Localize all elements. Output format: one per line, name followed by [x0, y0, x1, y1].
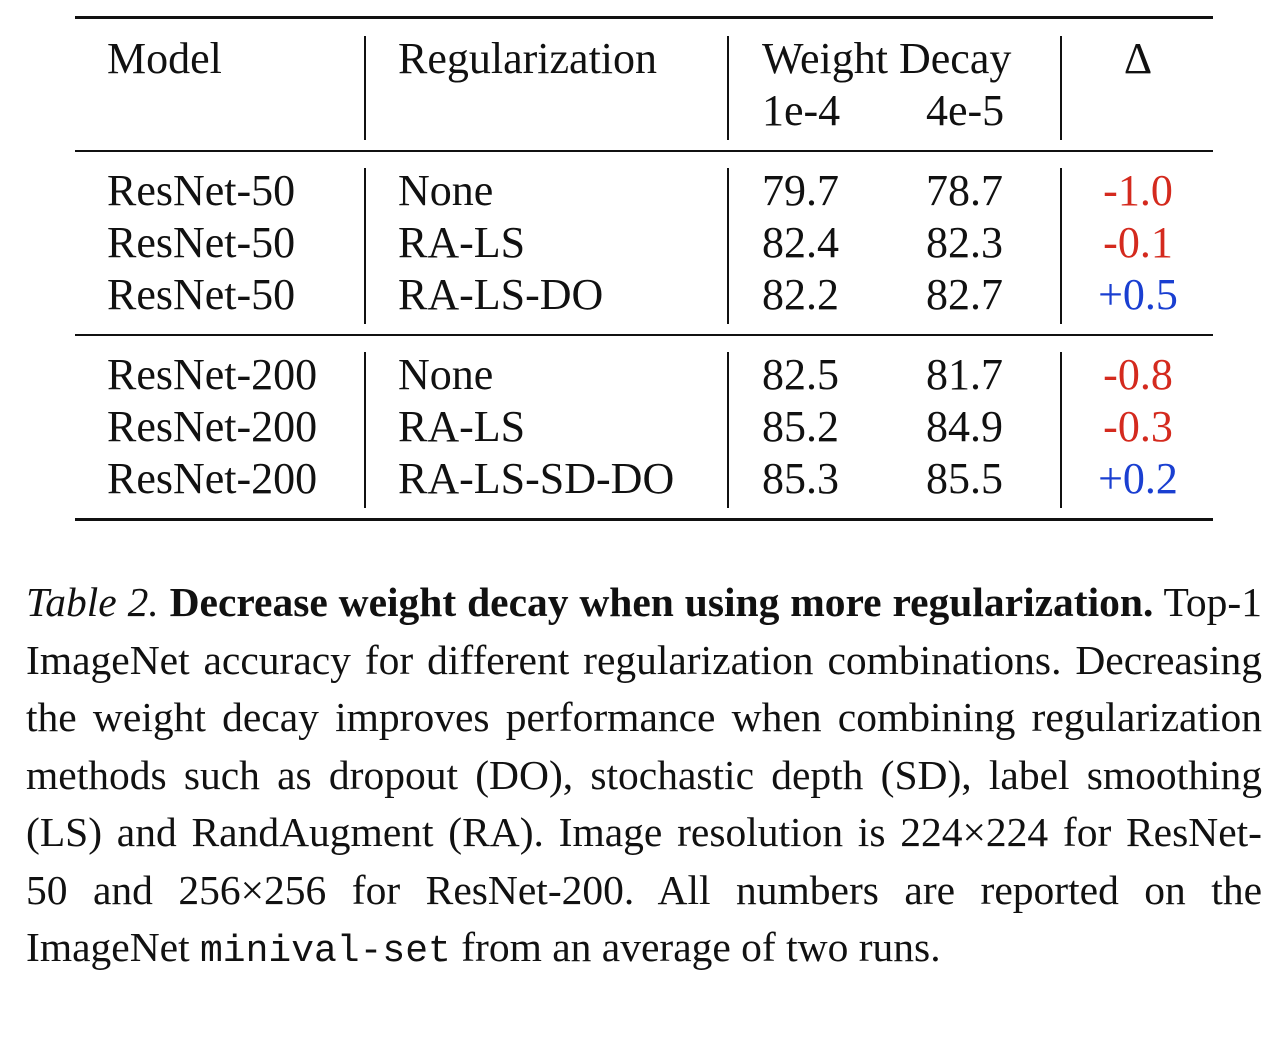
cell-wd-4e-5: 78.7: [926, 166, 1003, 215]
cell-wd-4e-5: 84.9: [926, 402, 1003, 451]
cell-model: ResNet-50: [107, 218, 296, 267]
header-weight-decay: Weight Decay: [762, 34, 1012, 83]
caption-body: Top-1 ImageNet accuracy for different re…: [26, 579, 1262, 970]
cell-regularization: RA-LS-DO: [398, 270, 604, 319]
column-divider: [1060, 168, 1062, 324]
table-group-rule: [75, 334, 1213, 336]
cell-wd-1e-4: 82.2: [762, 270, 839, 319]
header-regularization: Regularization: [398, 34, 658, 83]
caption-tail: from an average of two runs.: [461, 924, 941, 970]
table-caption: Table 2. Decrease weight decay when usin…: [26, 574, 1262, 981]
cell-wd-4e-5: 82.3: [926, 218, 1003, 267]
cell-wd-1e-4: 85.3: [762, 454, 839, 503]
cell-model: ResNet-50: [107, 166, 296, 215]
header-divider: [364, 36, 366, 140]
header-divider: [1060, 36, 1062, 140]
cell-delta: -0.8: [1103, 350, 1173, 399]
cell-model: ResNet-200: [107, 454, 318, 503]
cell-model: ResNet-50: [107, 270, 296, 319]
cell-delta: -1.0: [1103, 166, 1173, 215]
column-divider: [364, 168, 366, 324]
cell-delta: -0.3: [1103, 402, 1173, 451]
cell-wd-4e-5: 81.7: [926, 350, 1003, 399]
column-divider: [727, 168, 729, 324]
header-wd-1e-4: 1e-4: [762, 86, 841, 135]
cell-model: ResNet-200: [107, 350, 318, 399]
cell-wd-1e-4: 82.4: [762, 218, 839, 267]
cell-wd-1e-4: 79.7: [762, 166, 839, 215]
cell-wd-1e-4: 82.5: [762, 350, 839, 399]
caption-label: Table 2.: [26, 579, 159, 625]
header-wd-4e-5: 4e-5: [926, 86, 1005, 135]
cell-delta: +0.5: [1098, 270, 1178, 319]
cell-regularization: None: [398, 350, 494, 399]
cell-delta: -0.1: [1103, 218, 1173, 267]
cell-wd-4e-5: 85.5: [926, 454, 1003, 503]
header-divider: [727, 36, 729, 140]
column-divider: [1060, 352, 1062, 508]
table-bottom-rule: [75, 518, 1213, 521]
cell-wd-4e-5: 82.7: [926, 270, 1003, 319]
cell-wd-1e-4: 85.2: [762, 402, 839, 451]
column-divider: [364, 352, 366, 508]
cell-regularization: RA-LS: [398, 402, 526, 451]
cell-regularization: None: [398, 166, 494, 215]
caption-code: minival-set: [199, 930, 451, 973]
cell-model: ResNet-200: [107, 402, 318, 451]
caption-title: Decrease weight decay when using more re…: [169, 579, 1154, 625]
header-delta: Δ: [1123, 34, 1153, 83]
cell-regularization: RA-LS-SD-DO: [398, 454, 675, 503]
cell-delta: +0.2: [1098, 454, 1178, 503]
cell-regularization: RA-LS: [398, 218, 526, 267]
header-model: Model: [107, 34, 222, 83]
table-top-rule: [75, 16, 1213, 19]
column-divider: [727, 352, 729, 508]
table-header-rule: [75, 150, 1213, 152]
